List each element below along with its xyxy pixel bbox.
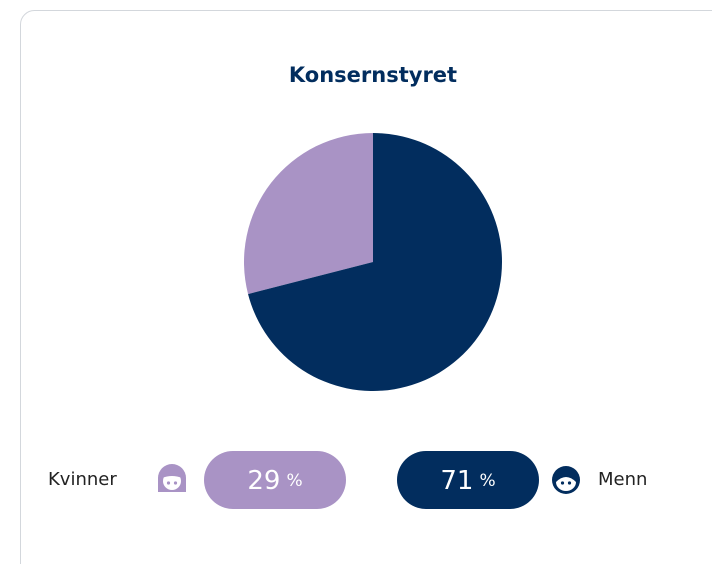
icon-face (556, 477, 576, 491)
icon-eye (560, 481, 565, 485)
legend-label: Menn (598, 469, 647, 490)
legend-icon (158, 464, 186, 492)
legend-label: Kvinner (48, 469, 117, 490)
legend-pill (397, 451, 539, 509)
icon-eye (166, 481, 171, 485)
value-number: 29 (247, 466, 280, 496)
value-unit: % (286, 471, 302, 491)
pie-slice (244, 133, 373, 295)
icon-eye (567, 481, 572, 485)
icon-face (163, 472, 181, 490)
icon-eye (173, 481, 178, 485)
legend-pill (204, 451, 346, 509)
value-unit: % (479, 471, 495, 491)
value-number: 71 (440, 466, 473, 496)
pie-slice (248, 133, 502, 391)
icon-fringe (162, 468, 182, 478)
legend-icon (552, 466, 580, 494)
chart-title: Konsernstyret (289, 63, 457, 87)
value-label: 29% (247, 466, 302, 496)
value-label: 71% (440, 466, 495, 496)
